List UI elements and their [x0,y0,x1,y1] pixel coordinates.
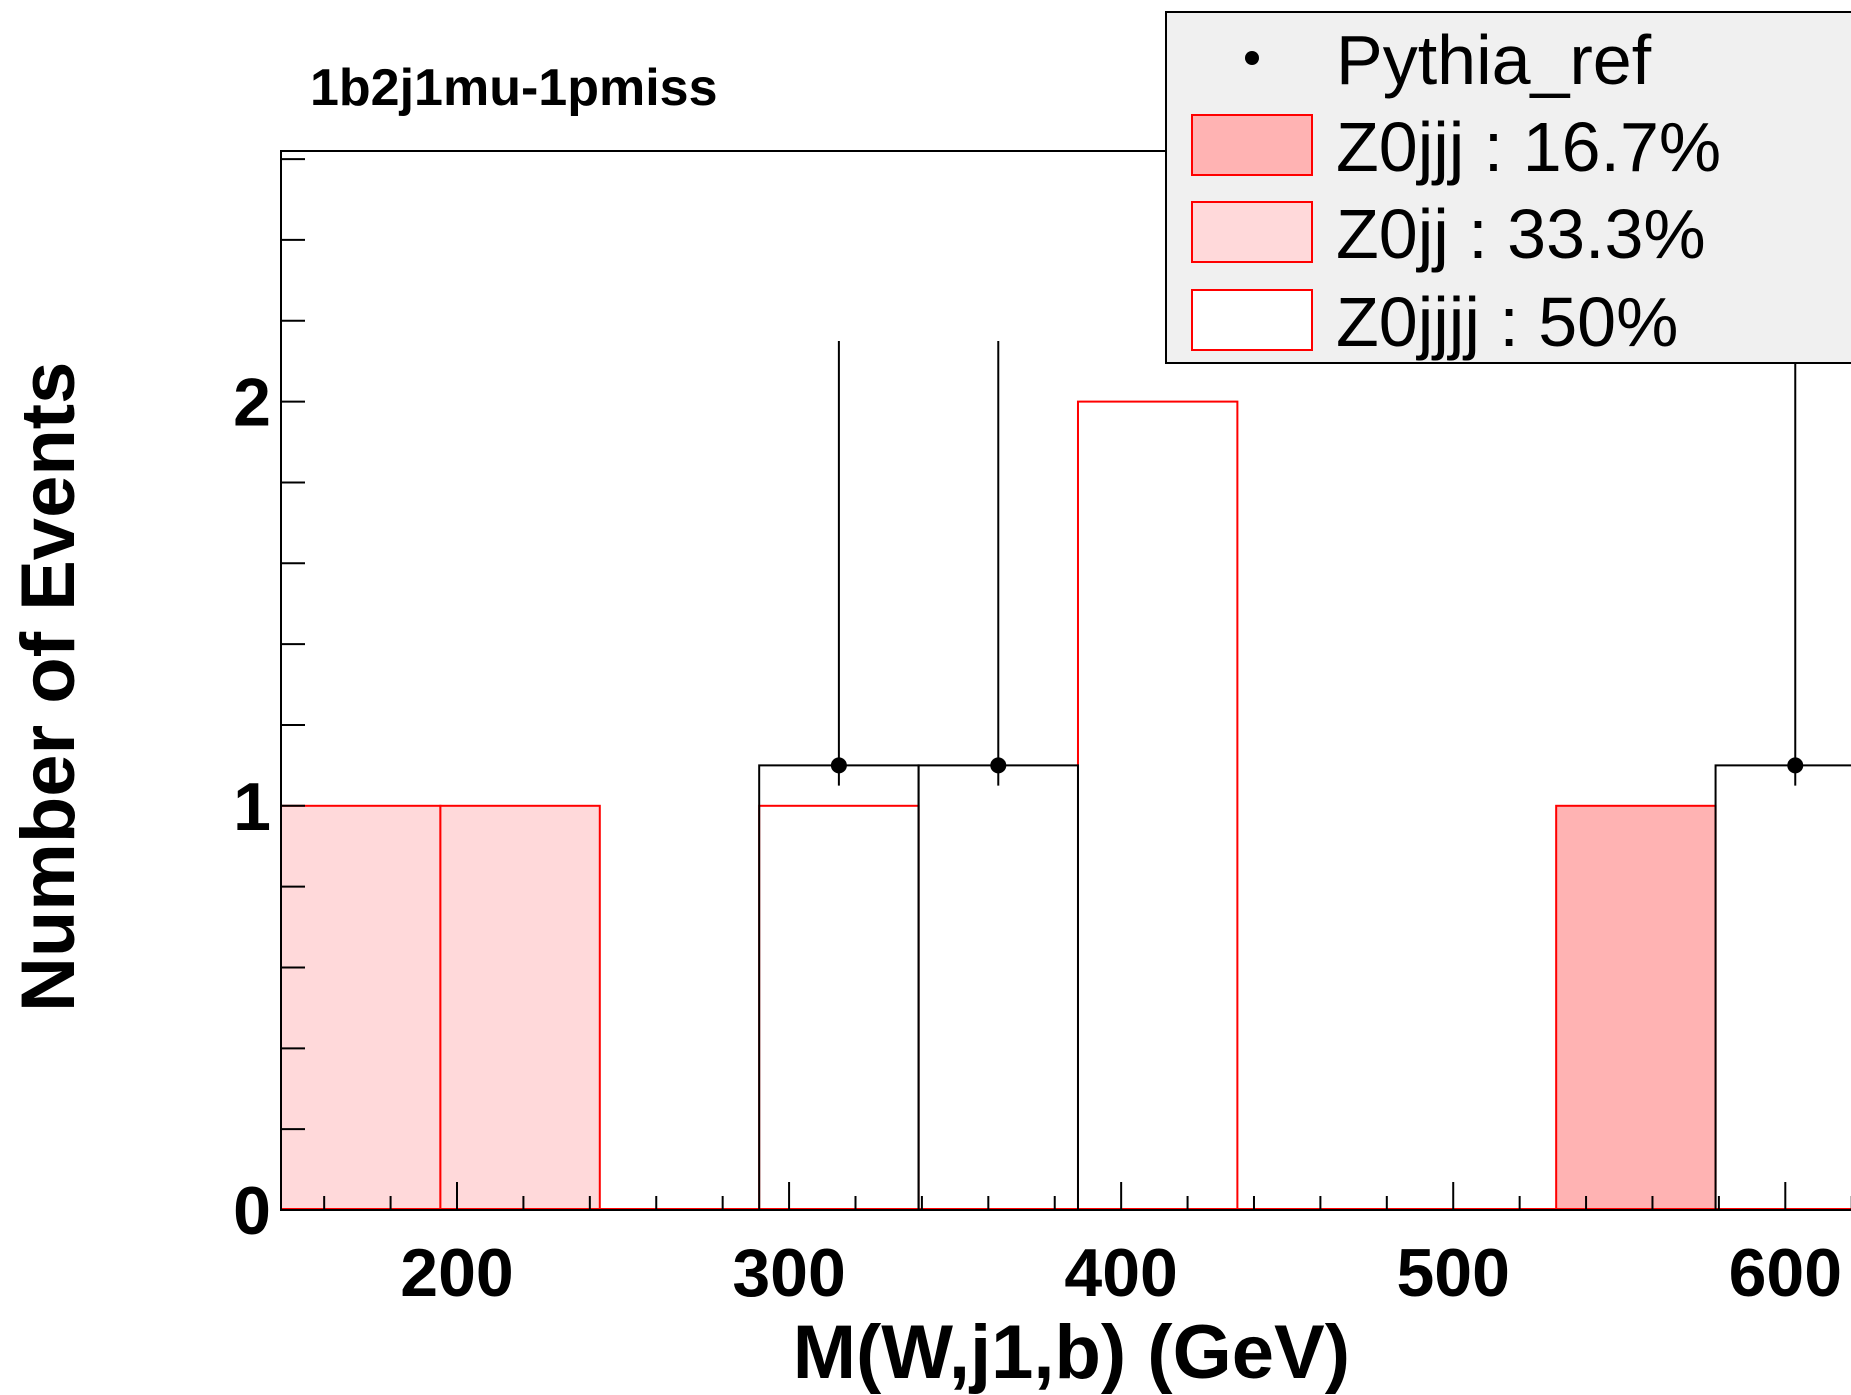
bar-z0jj-0 [280,804,442,1211]
legend-swatch-1 [1191,114,1313,176]
reference-step-4 [917,764,1079,1210]
bar-z0jjj-8 [1555,804,1717,1211]
legend-label-2: Z0jj : 33.3% [1336,195,1706,273]
legend-label-3: Z0jjjj : 50% [1336,283,1678,361]
reference-layer [758,340,1851,1210]
x-tick-label-3: 500 [1396,1235,1509,1311]
x-axis-label: M(W,j1,b) (GeV) [793,1310,1350,1395]
y-tick-label-2: 2 [233,365,271,441]
histogram-layer [280,400,1851,1212]
bar-z0jjjj-5 [1076,400,1239,1212]
x-tick-label-2: 400 [1064,1235,1177,1311]
plot-frame [280,150,1851,1211]
bar-z0jj-1 [439,804,601,1211]
legend-label-1: Z0jjj : 16.7% [1336,108,1721,186]
y-tick-label-1: 1 [233,769,271,845]
reference-point-0 [830,757,847,774]
reference-step-9 [1714,764,1851,1210]
legend-label-0: Pythia_ref [1336,21,1652,99]
axes: 0 1 2 200 300 400 500 600 [233,158,1851,1311]
x-tick-label-1: 300 [732,1235,845,1311]
y-axis-label: Number of Events [6,362,91,1012]
y-tick-label-0: 0 [233,1173,271,1249]
legend: Pythia_ref Z0jjj : 16.7% Z0jj : 33.3% Z0jjj… [1165,11,1851,364]
x-tick-label-4: 600 [1729,1235,1842,1311]
legend-marker-0 [1245,51,1259,65]
x-tick-label-0: 200 [400,1235,513,1311]
reference-point-1 [990,757,1007,774]
bar-z0jjjj-3 [758,804,920,1211]
reference-point-2 [1787,757,1804,774]
legend-swatch-3 [1191,289,1313,351]
chart-title: 1b2j1mu-1pmiss [310,59,718,117]
legend-swatch-2 [1191,201,1313,263]
